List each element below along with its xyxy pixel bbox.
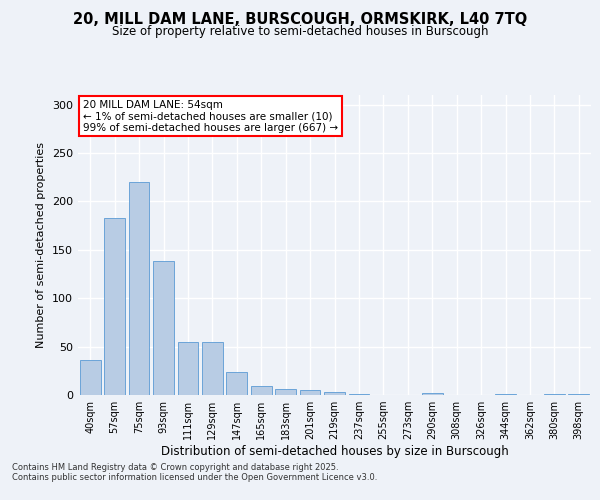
Bar xyxy=(251,386,272,395)
Bar xyxy=(104,218,125,395)
Bar xyxy=(422,393,443,395)
Bar xyxy=(128,182,149,395)
Bar xyxy=(324,392,345,395)
Bar xyxy=(275,389,296,395)
Bar xyxy=(202,342,223,395)
X-axis label: Distribution of semi-detached houses by size in Burscough: Distribution of semi-detached houses by … xyxy=(161,445,508,458)
Bar xyxy=(80,360,101,395)
Bar xyxy=(226,372,247,395)
Bar xyxy=(178,342,199,395)
Bar xyxy=(568,394,589,395)
Bar xyxy=(299,390,320,395)
Text: 20 MILL DAM LANE: 54sqm
← 1% of semi-detached houses are smaller (10)
99% of sem: 20 MILL DAM LANE: 54sqm ← 1% of semi-det… xyxy=(83,100,338,132)
Bar xyxy=(495,394,516,395)
Text: Size of property relative to semi-detached houses in Burscough: Size of property relative to semi-detach… xyxy=(112,25,488,38)
Y-axis label: Number of semi-detached properties: Number of semi-detached properties xyxy=(37,142,46,348)
Bar xyxy=(153,262,174,395)
Text: 20, MILL DAM LANE, BURSCOUGH, ORMSKIRK, L40 7TQ: 20, MILL DAM LANE, BURSCOUGH, ORMSKIRK, … xyxy=(73,12,527,28)
Bar xyxy=(349,394,370,395)
Bar xyxy=(544,394,565,395)
Text: Contains HM Land Registry data © Crown copyright and database right 2025.
Contai: Contains HM Land Registry data © Crown c… xyxy=(12,463,377,482)
